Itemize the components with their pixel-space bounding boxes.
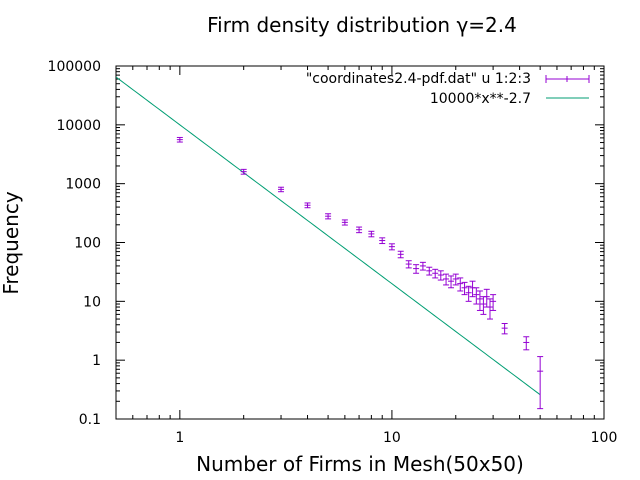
fit-line-group <box>116 76 541 396</box>
chart-title: Firm density distribution γ=2.4 <box>207 13 517 37</box>
data-point <box>304 202 311 209</box>
data-point <box>501 322 508 335</box>
fit-line <box>116 76 541 396</box>
data-point <box>469 280 476 298</box>
data-point <box>486 298 493 320</box>
y-tick-label: 10 <box>83 294 101 310</box>
x-tick-label: 10 <box>383 430 401 446</box>
data-point <box>278 186 285 193</box>
data-point <box>490 294 497 311</box>
data-point <box>368 230 375 238</box>
data-point <box>397 250 404 259</box>
x-tick-label: 100 <box>591 430 618 446</box>
data-point <box>240 168 247 175</box>
data-point <box>461 281 468 296</box>
data-point <box>405 260 412 269</box>
y-tick-label: 1000 <box>65 177 101 193</box>
x-tick-label: 1 <box>175 430 184 446</box>
data-point <box>379 237 386 245</box>
data-point <box>419 261 426 271</box>
x-axis-label: Number of Firms in Mesh(50x50) <box>196 452 524 476</box>
data-point <box>413 264 420 274</box>
data-point <box>426 266 433 276</box>
data-point <box>432 268 439 279</box>
data-point <box>523 336 530 351</box>
legend-label-data: "coordinates2.4-pdf.dat" u 1:2:3 <box>306 71 531 87</box>
data-point <box>176 136 183 143</box>
y-tick-label: 100 <box>74 236 101 252</box>
legend-label-fit: 10000*x**-2.7 <box>430 91 531 107</box>
data-point <box>473 287 480 305</box>
data-point <box>537 356 544 410</box>
y-tick-label: 1 <box>92 353 101 369</box>
data-point <box>443 273 450 286</box>
data-point <box>437 270 444 281</box>
data-point <box>325 213 332 220</box>
y-tick-label: 0.1 <box>79 412 101 428</box>
legend: "coordinates2.4-pdf.dat" u 1:2:3 10000*x*… <box>306 71 590 107</box>
data-point <box>341 219 348 226</box>
data-point <box>457 277 464 292</box>
data-point <box>465 285 472 302</box>
y-tick-label: 100000 <box>48 59 101 75</box>
data-point <box>452 273 459 286</box>
data-point <box>448 275 455 289</box>
y-axis-label: Frequency <box>0 191 23 294</box>
plot-area: 0.1 1 10 100 1000 10000 100000 1 10 100 <box>48 59 618 446</box>
data-point <box>480 296 487 315</box>
error-bar-series <box>176 136 544 410</box>
data-point <box>476 290 483 311</box>
y-tick-label: 10000 <box>56 118 101 134</box>
data-point <box>356 226 363 234</box>
data-point <box>388 243 395 251</box>
